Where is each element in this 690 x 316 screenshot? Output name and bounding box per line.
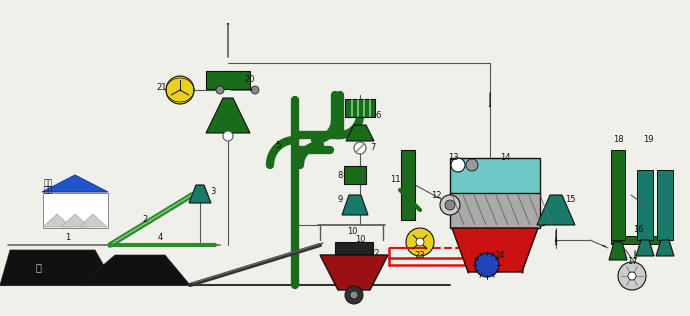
- Text: 22: 22: [370, 248, 380, 258]
- Text: 10: 10: [355, 235, 365, 245]
- Circle shape: [451, 158, 465, 172]
- Bar: [450, 192, 540, 228]
- Text: 14: 14: [500, 154, 510, 162]
- Bar: [611, 236, 665, 244]
- Bar: [657, 170, 673, 240]
- Text: 10: 10: [347, 228, 357, 236]
- Polygon shape: [79, 214, 107, 227]
- Circle shape: [350, 291, 358, 299]
- Text: 19: 19: [643, 136, 653, 144]
- Polygon shape: [42, 175, 108, 192]
- Text: 21: 21: [157, 83, 167, 93]
- Bar: [344, 166, 366, 184]
- Polygon shape: [189, 185, 211, 203]
- Text: 4: 4: [157, 234, 163, 242]
- Circle shape: [445, 200, 455, 210]
- Polygon shape: [61, 214, 89, 227]
- Text: 1: 1: [66, 234, 70, 242]
- Polygon shape: [656, 240, 674, 256]
- Text: 20: 20: [245, 76, 255, 84]
- Text: 7: 7: [371, 143, 375, 153]
- Polygon shape: [609, 242, 627, 260]
- Text: 化学: 化学: [43, 179, 52, 187]
- Bar: [637, 170, 653, 240]
- Text: 5: 5: [275, 141, 281, 149]
- Polygon shape: [206, 98, 250, 133]
- Text: 9: 9: [337, 196, 343, 204]
- Bar: [401, 150, 415, 220]
- Text: 24: 24: [495, 252, 505, 260]
- Polygon shape: [320, 255, 388, 290]
- Text: 11: 11: [390, 175, 400, 185]
- Circle shape: [354, 142, 366, 154]
- Polygon shape: [0, 250, 115, 285]
- Text: 2: 2: [142, 216, 148, 224]
- Polygon shape: [342, 195, 368, 215]
- Text: 12: 12: [431, 191, 441, 200]
- Circle shape: [416, 238, 424, 246]
- Text: 6: 6: [375, 111, 381, 119]
- Bar: [450, 158, 540, 198]
- Text: 17: 17: [627, 258, 638, 266]
- Polygon shape: [43, 214, 71, 227]
- Bar: [43, 192, 108, 228]
- Text: 煤: 煤: [35, 262, 41, 272]
- Circle shape: [216, 86, 224, 94]
- Circle shape: [628, 272, 636, 280]
- Circle shape: [475, 253, 499, 277]
- Text: 16: 16: [633, 226, 643, 234]
- Polygon shape: [452, 228, 538, 272]
- Bar: [335, 242, 373, 254]
- Text: 18: 18: [613, 136, 623, 144]
- Text: 3: 3: [210, 187, 216, 197]
- Circle shape: [406, 228, 434, 256]
- Text: 8: 8: [337, 171, 343, 179]
- Circle shape: [440, 195, 460, 215]
- Bar: [345, 99, 375, 117]
- Circle shape: [345, 286, 363, 304]
- Polygon shape: [80, 255, 190, 285]
- Text: 15: 15: [564, 196, 575, 204]
- Polygon shape: [346, 125, 374, 141]
- Polygon shape: [636, 240, 654, 256]
- Circle shape: [251, 86, 259, 94]
- Bar: [206, 71, 250, 89]
- Circle shape: [223, 131, 233, 141]
- Circle shape: [618, 262, 646, 290]
- Circle shape: [166, 76, 194, 104]
- Text: 23: 23: [415, 251, 425, 259]
- Bar: [611, 150, 625, 240]
- Text: 13: 13: [448, 153, 458, 161]
- Text: 石膏: 石膏: [43, 185, 52, 195]
- Polygon shape: [537, 195, 575, 225]
- Circle shape: [466, 159, 478, 171]
